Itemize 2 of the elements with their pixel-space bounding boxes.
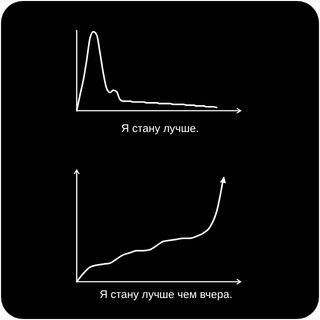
x-axis-title: Я стану лучше.: [121, 123, 199, 135]
x-axis-title: Я стану лучше чем вчера.: [100, 289, 232, 301]
